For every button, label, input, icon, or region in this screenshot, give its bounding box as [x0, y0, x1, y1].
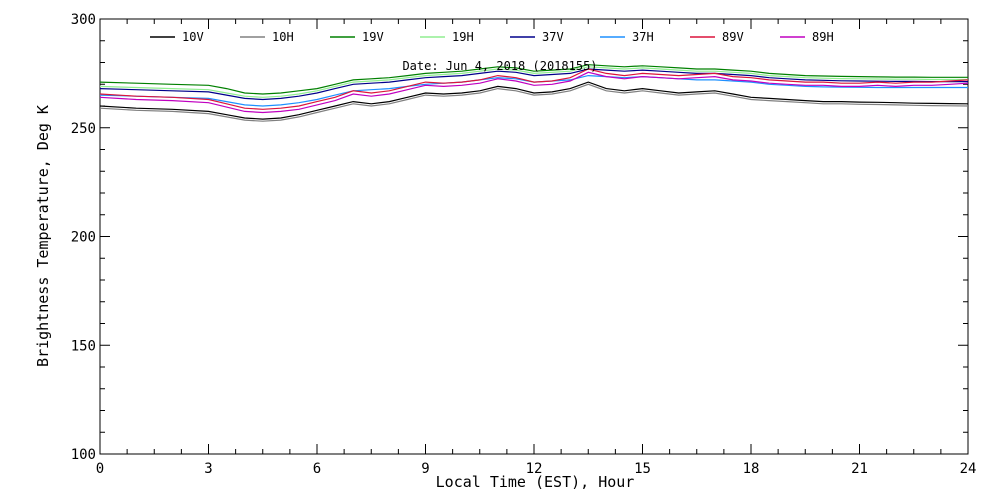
- legend-label-10h: 10H: [272, 30, 294, 44]
- y-tick-label: 200: [71, 230, 96, 246]
- series-line-37h: [99, 74, 968, 107]
- axis-ticks: 0 3 6 9 12 15 18 21 24 100 150 200 250 300: [71, 12, 977, 477]
- y-tick-label: 250: [71, 121, 96, 137]
- series-line-10v: [99, 81, 969, 120]
- y-axis-label: Brightness Temperature, Deg K: [34, 105, 52, 367]
- legend: 10V 10H 19V 19H 37V 37H 89V 89H: [150, 30, 834, 44]
- legend-label-89h: 89H: [812, 30, 834, 44]
- x-tick-label: 9: [421, 461, 429, 477]
- x-tick-label: 0: [96, 461, 104, 477]
- x-tick-label: 18: [743, 461, 760, 477]
- legend-label-37v: 37V: [542, 30, 564, 44]
- x-tick-label: 15: [634, 461, 651, 477]
- legend-label-37h: 37H: [632, 30, 654, 44]
- y-tick-label: 300: [71, 12, 96, 28]
- series-line-10h: [99, 83, 969, 122]
- x-tick-label: 24: [960, 461, 977, 477]
- x-tick-label: 6: [313, 461, 321, 477]
- series-line-19v: [99, 64, 968, 95]
- y-tick-label: 150: [71, 338, 96, 354]
- series-line-89h: [99, 71, 969, 114]
- legend-label-19h: 19H: [452, 30, 474, 44]
- y-tick-label: 100: [71, 447, 96, 463]
- x-tick-label: 12: [526, 461, 543, 477]
- series-line-37v: [99, 68, 968, 101]
- series-line-19h: [99, 66, 968, 98]
- series-lines: [99, 64, 969, 122]
- x-axis-label: Local Time (EST), Hour: [436, 473, 635, 491]
- x-tick-label: 3: [204, 461, 212, 477]
- chart-title: Date: Jun 4, 2018 (2018155): [402, 59, 597, 73]
- legend-label-10v: 10V: [182, 30, 204, 44]
- legend-label-89v: 89V: [722, 30, 744, 44]
- series-line-89v: [99, 68, 969, 110]
- legend-label-19v: 19V: [362, 30, 384, 44]
- x-tick-label: 21: [851, 461, 868, 477]
